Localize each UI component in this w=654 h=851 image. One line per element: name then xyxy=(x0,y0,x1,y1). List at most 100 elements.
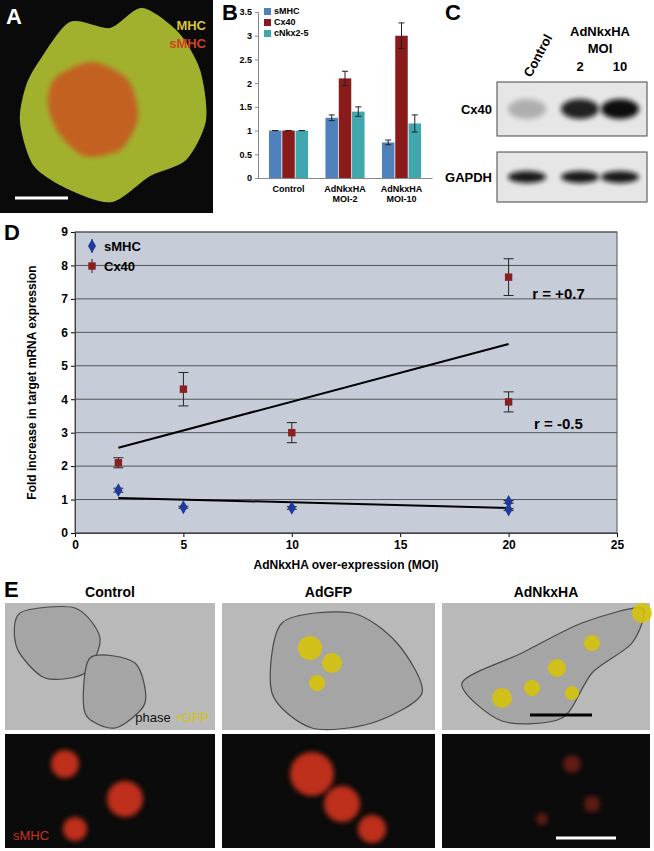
point xyxy=(180,385,187,392)
error-bar xyxy=(287,423,297,443)
smhc-signal xyxy=(358,815,386,843)
gfp-signal xyxy=(632,603,652,623)
error-bar xyxy=(355,107,361,116)
legend: sMHCCx40 xyxy=(88,239,141,274)
phase-image xyxy=(442,603,652,730)
error-bar xyxy=(113,458,123,468)
grid-line xyxy=(75,265,617,266)
tick: 20 xyxy=(502,533,516,552)
bar xyxy=(296,131,308,178)
scale-bar xyxy=(556,837,616,840)
plot-background xyxy=(75,232,617,533)
legend-label: cNkx2-5 xyxy=(274,28,309,38)
tick: 0.5 xyxy=(239,150,258,160)
smhc-signal xyxy=(107,781,143,817)
tick-mark xyxy=(255,131,258,132)
panel-label: E xyxy=(4,577,19,602)
tick-label: 9 xyxy=(61,225,68,239)
cell xyxy=(462,608,644,724)
x-axis: Control AdNkxHAMOI-2 AdNkxHAMOI-10 xyxy=(259,178,433,204)
panel-label: C xyxy=(445,0,461,25)
blot xyxy=(497,82,647,136)
gfp-signal xyxy=(309,675,325,691)
point xyxy=(115,459,122,466)
tick-mark xyxy=(71,466,75,467)
tick-label: 3.5 xyxy=(239,7,252,17)
tick: 10 xyxy=(286,533,300,552)
smhc-signal xyxy=(584,796,600,812)
tick-label: 25 xyxy=(611,538,625,552)
column-title: Control xyxy=(85,584,135,600)
figure: AMHCsMHCB00.511.522.533.5ControlAdNkxHAM… xyxy=(0,0,654,851)
gfp-signal xyxy=(298,636,322,660)
tick-mark xyxy=(509,533,510,537)
panel-b: B00.511.522.533.5ControlAdNkxHAMOI-2AdNk… xyxy=(222,0,433,204)
smhc-signal xyxy=(324,786,360,822)
tick: AdNkxHAMOI-2 xyxy=(324,178,366,204)
tick: 1 xyxy=(61,493,75,507)
trend-line xyxy=(118,344,508,448)
error-bar xyxy=(504,392,514,412)
gfp-signal xyxy=(584,635,600,651)
tick-label: 0 xyxy=(61,526,68,540)
error-bar xyxy=(299,130,305,131)
tick-label: 3 xyxy=(247,31,252,41)
bar xyxy=(395,36,407,178)
tick: 2 xyxy=(247,79,258,89)
tick: 8 xyxy=(61,259,75,273)
tick: 1.5 xyxy=(239,102,258,112)
tick-label: 10 xyxy=(286,538,300,552)
legend-swatch xyxy=(264,19,271,26)
y-axis: 0123456789 xyxy=(61,225,75,540)
error-bar xyxy=(412,115,418,132)
tick-label: Control xyxy=(273,184,305,194)
panel-label: D xyxy=(4,220,20,245)
point xyxy=(288,429,295,436)
lane-label: 2 xyxy=(576,59,583,74)
image-legend-part: +GFP xyxy=(175,710,209,725)
point xyxy=(179,500,187,514)
legend-marker xyxy=(88,239,96,253)
bar xyxy=(282,131,294,178)
cell xyxy=(270,612,422,730)
tick-mark xyxy=(183,533,184,537)
legend-label: sMHC xyxy=(274,6,300,16)
bar xyxy=(269,131,281,178)
cell-smhc xyxy=(48,62,138,157)
bar xyxy=(409,123,421,178)
tick-mark xyxy=(71,366,75,367)
trend-line xyxy=(118,498,508,508)
tick-label: 3 xyxy=(61,426,68,440)
tick: Control xyxy=(273,178,305,194)
annotation: r = +0.7 xyxy=(532,285,585,302)
legend-label: sMHC xyxy=(104,239,141,254)
x-axis: 0510152025 xyxy=(72,533,624,552)
point xyxy=(288,501,296,515)
cell-shape xyxy=(20,8,207,202)
tick-mark xyxy=(400,533,401,537)
column-title: AdGFP xyxy=(305,584,352,600)
gfp-signal xyxy=(548,659,566,677)
tick-label: 15 xyxy=(394,538,408,552)
gfp-signal xyxy=(492,688,512,708)
tick-label: 0 xyxy=(72,538,79,552)
bar xyxy=(339,78,351,178)
tick: AdNkxHAMOI-10 xyxy=(381,178,423,204)
plot-marks xyxy=(113,259,513,517)
panel-c: CControlAdNkxHAMOI210Cx40GAPDH xyxy=(445,0,647,202)
image-legend: sMHC xyxy=(13,828,49,843)
tick-mark xyxy=(255,154,258,155)
error-bar xyxy=(385,140,391,145)
smhc-signal xyxy=(51,750,79,778)
tick: 3 xyxy=(247,31,258,41)
tick: 6 xyxy=(61,326,75,340)
tick-mark xyxy=(71,433,75,434)
tick-mark xyxy=(71,533,75,534)
tick-label: AdNkxHAMOI-10 xyxy=(381,184,423,204)
grid xyxy=(75,232,617,533)
tick-mark xyxy=(71,265,75,266)
cell-mhc xyxy=(20,8,207,202)
smhc-signal xyxy=(536,813,548,825)
tick-mark xyxy=(71,232,75,233)
tick-mark xyxy=(255,107,258,108)
